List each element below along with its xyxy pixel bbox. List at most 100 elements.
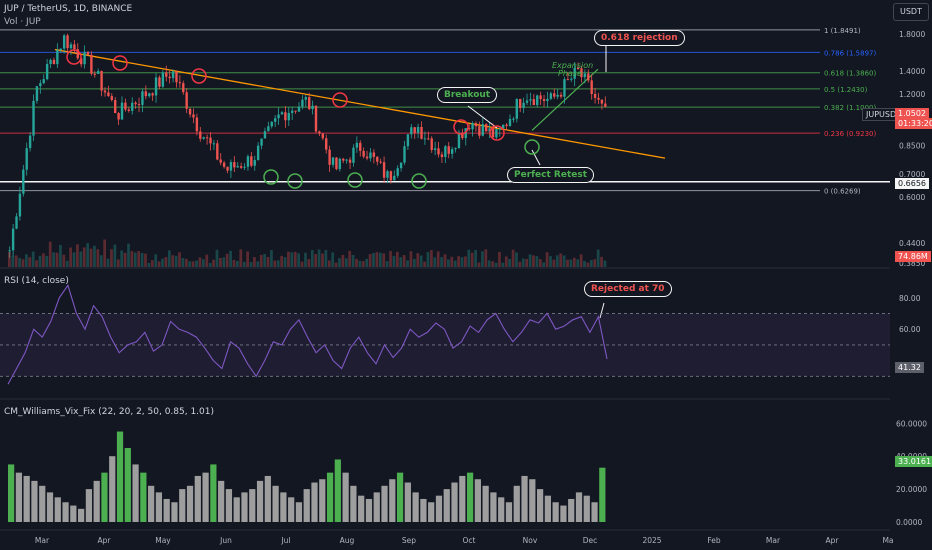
rsi-tick-label: 80.00 — [899, 294, 921, 303]
vix-bar — [295, 502, 303, 522]
currency-button[interactable]: USDT — [893, 3, 929, 21]
candle-body — [161, 72, 165, 87]
y-tick-label: 1.8000 — [899, 30, 925, 39]
vix-tick-label: 20.0000 — [896, 485, 927, 494]
vix-bar — [31, 480, 38, 522]
candle-body — [182, 83, 185, 93]
volume-bar — [474, 249, 477, 267]
support-touch-circle — [347, 172, 363, 188]
candle-body — [212, 143, 216, 145]
candle-body — [481, 124, 484, 136]
candle-body — [345, 159, 348, 161]
candle-body — [413, 127, 416, 133]
callout-pointer — [599, 302, 605, 319]
volume-bar — [334, 262, 338, 267]
vix-bar — [350, 485, 357, 522]
candle-body — [73, 44, 76, 50]
vix-bar — [288, 497, 295, 522]
volume-bar — [314, 254, 318, 267]
vix-bar — [54, 497, 61, 522]
candle-body — [199, 131, 202, 139]
rsi-tick-label: 60.00 — [899, 325, 921, 334]
volume-bar — [28, 257, 32, 267]
rejection-618-callout: 0.618 rejection — [594, 30, 685, 46]
volume-bar — [549, 256, 552, 267]
candle-body — [263, 131, 267, 139]
candle-body — [192, 114, 195, 118]
volume-bar — [321, 253, 324, 267]
volume-bar — [532, 255, 535, 267]
volume-bar — [242, 261, 246, 267]
rsi-pane — [0, 284, 890, 385]
volume-bar — [484, 249, 488, 267]
volume-bar — [62, 254, 66, 267]
volume-bar — [413, 258, 416, 267]
volume-bar — [147, 262, 151, 267]
vix-bar — [544, 495, 551, 522]
trendline-group — [54, 42, 666, 319]
candle-body — [39, 83, 42, 87]
candle-body — [529, 99, 532, 101]
x-tick-label: Apr — [98, 536, 112, 545]
volume-bar — [171, 255, 175, 267]
x-tick-label: Jun — [219, 536, 232, 545]
volume-bar — [430, 250, 433, 267]
candle-body — [416, 126, 420, 133]
candle-body — [372, 152, 376, 157]
vix-bar — [505, 502, 513, 522]
volume-bar — [460, 257, 464, 267]
x-tick-label: 2025 — [642, 536, 661, 545]
volume-bar — [535, 256, 539, 267]
candle-body — [226, 166, 229, 171]
y-tick-label: 1.4000 — [899, 67, 925, 76]
volume-bar — [45, 255, 49, 267]
candle-body — [120, 102, 124, 120]
vix-bar — [179, 489, 186, 522]
vix-bar — [568, 498, 575, 522]
candle-body — [556, 94, 559, 97]
vix-bar — [443, 489, 450, 522]
volume-bar — [297, 253, 301, 267]
volume-bar — [504, 256, 508, 267]
vix-bar — [498, 497, 505, 522]
volume-bar — [368, 254, 372, 267]
x-tick-label: Aug — [340, 536, 355, 545]
vix-bar — [334, 459, 341, 522]
candle-body — [566, 79, 570, 81]
candle-body — [59, 48, 62, 51]
volume-bar — [18, 257, 21, 267]
volume-bar — [324, 249, 328, 267]
vix-bar — [560, 505, 567, 522]
volume-bar — [123, 252, 127, 267]
vix-bar — [404, 482, 411, 522]
candle-body — [430, 138, 433, 150]
vix-bar — [148, 485, 155, 522]
volume-bar — [385, 261, 389, 267]
candle-body — [28, 135, 32, 149]
x-tick-label: Sep — [402, 536, 416, 545]
volume-bar — [447, 259, 450, 267]
vix-bar — [381, 485, 388, 522]
vix-bar — [163, 498, 170, 522]
volume-bar — [69, 247, 72, 267]
volume-bar — [76, 244, 79, 267]
vix-bar — [46, 492, 54, 522]
candle-body — [406, 134, 410, 147]
price-badge: 1.0502 — [895, 108, 929, 119]
volume-bar — [150, 260, 154, 267]
volume-bar — [596, 249, 600, 267]
candle-body — [284, 112, 287, 121]
volume-bar — [406, 260, 409, 267]
x-tick-label: Jul — [280, 536, 290, 545]
candle-body — [389, 171, 393, 181]
vix-bar — [319, 479, 326, 522]
volume-bar — [130, 251, 134, 267]
candle-body — [76, 49, 79, 59]
candle-body — [195, 117, 199, 132]
touch-circles — [66, 49, 540, 189]
volume-bar — [120, 250, 124, 267]
volume-bar — [559, 253, 563, 267]
x-tick-label: Dec — [583, 536, 598, 545]
countdown-badge: 01:33:20 — [895, 118, 932, 129]
candle-body — [103, 90, 107, 93]
